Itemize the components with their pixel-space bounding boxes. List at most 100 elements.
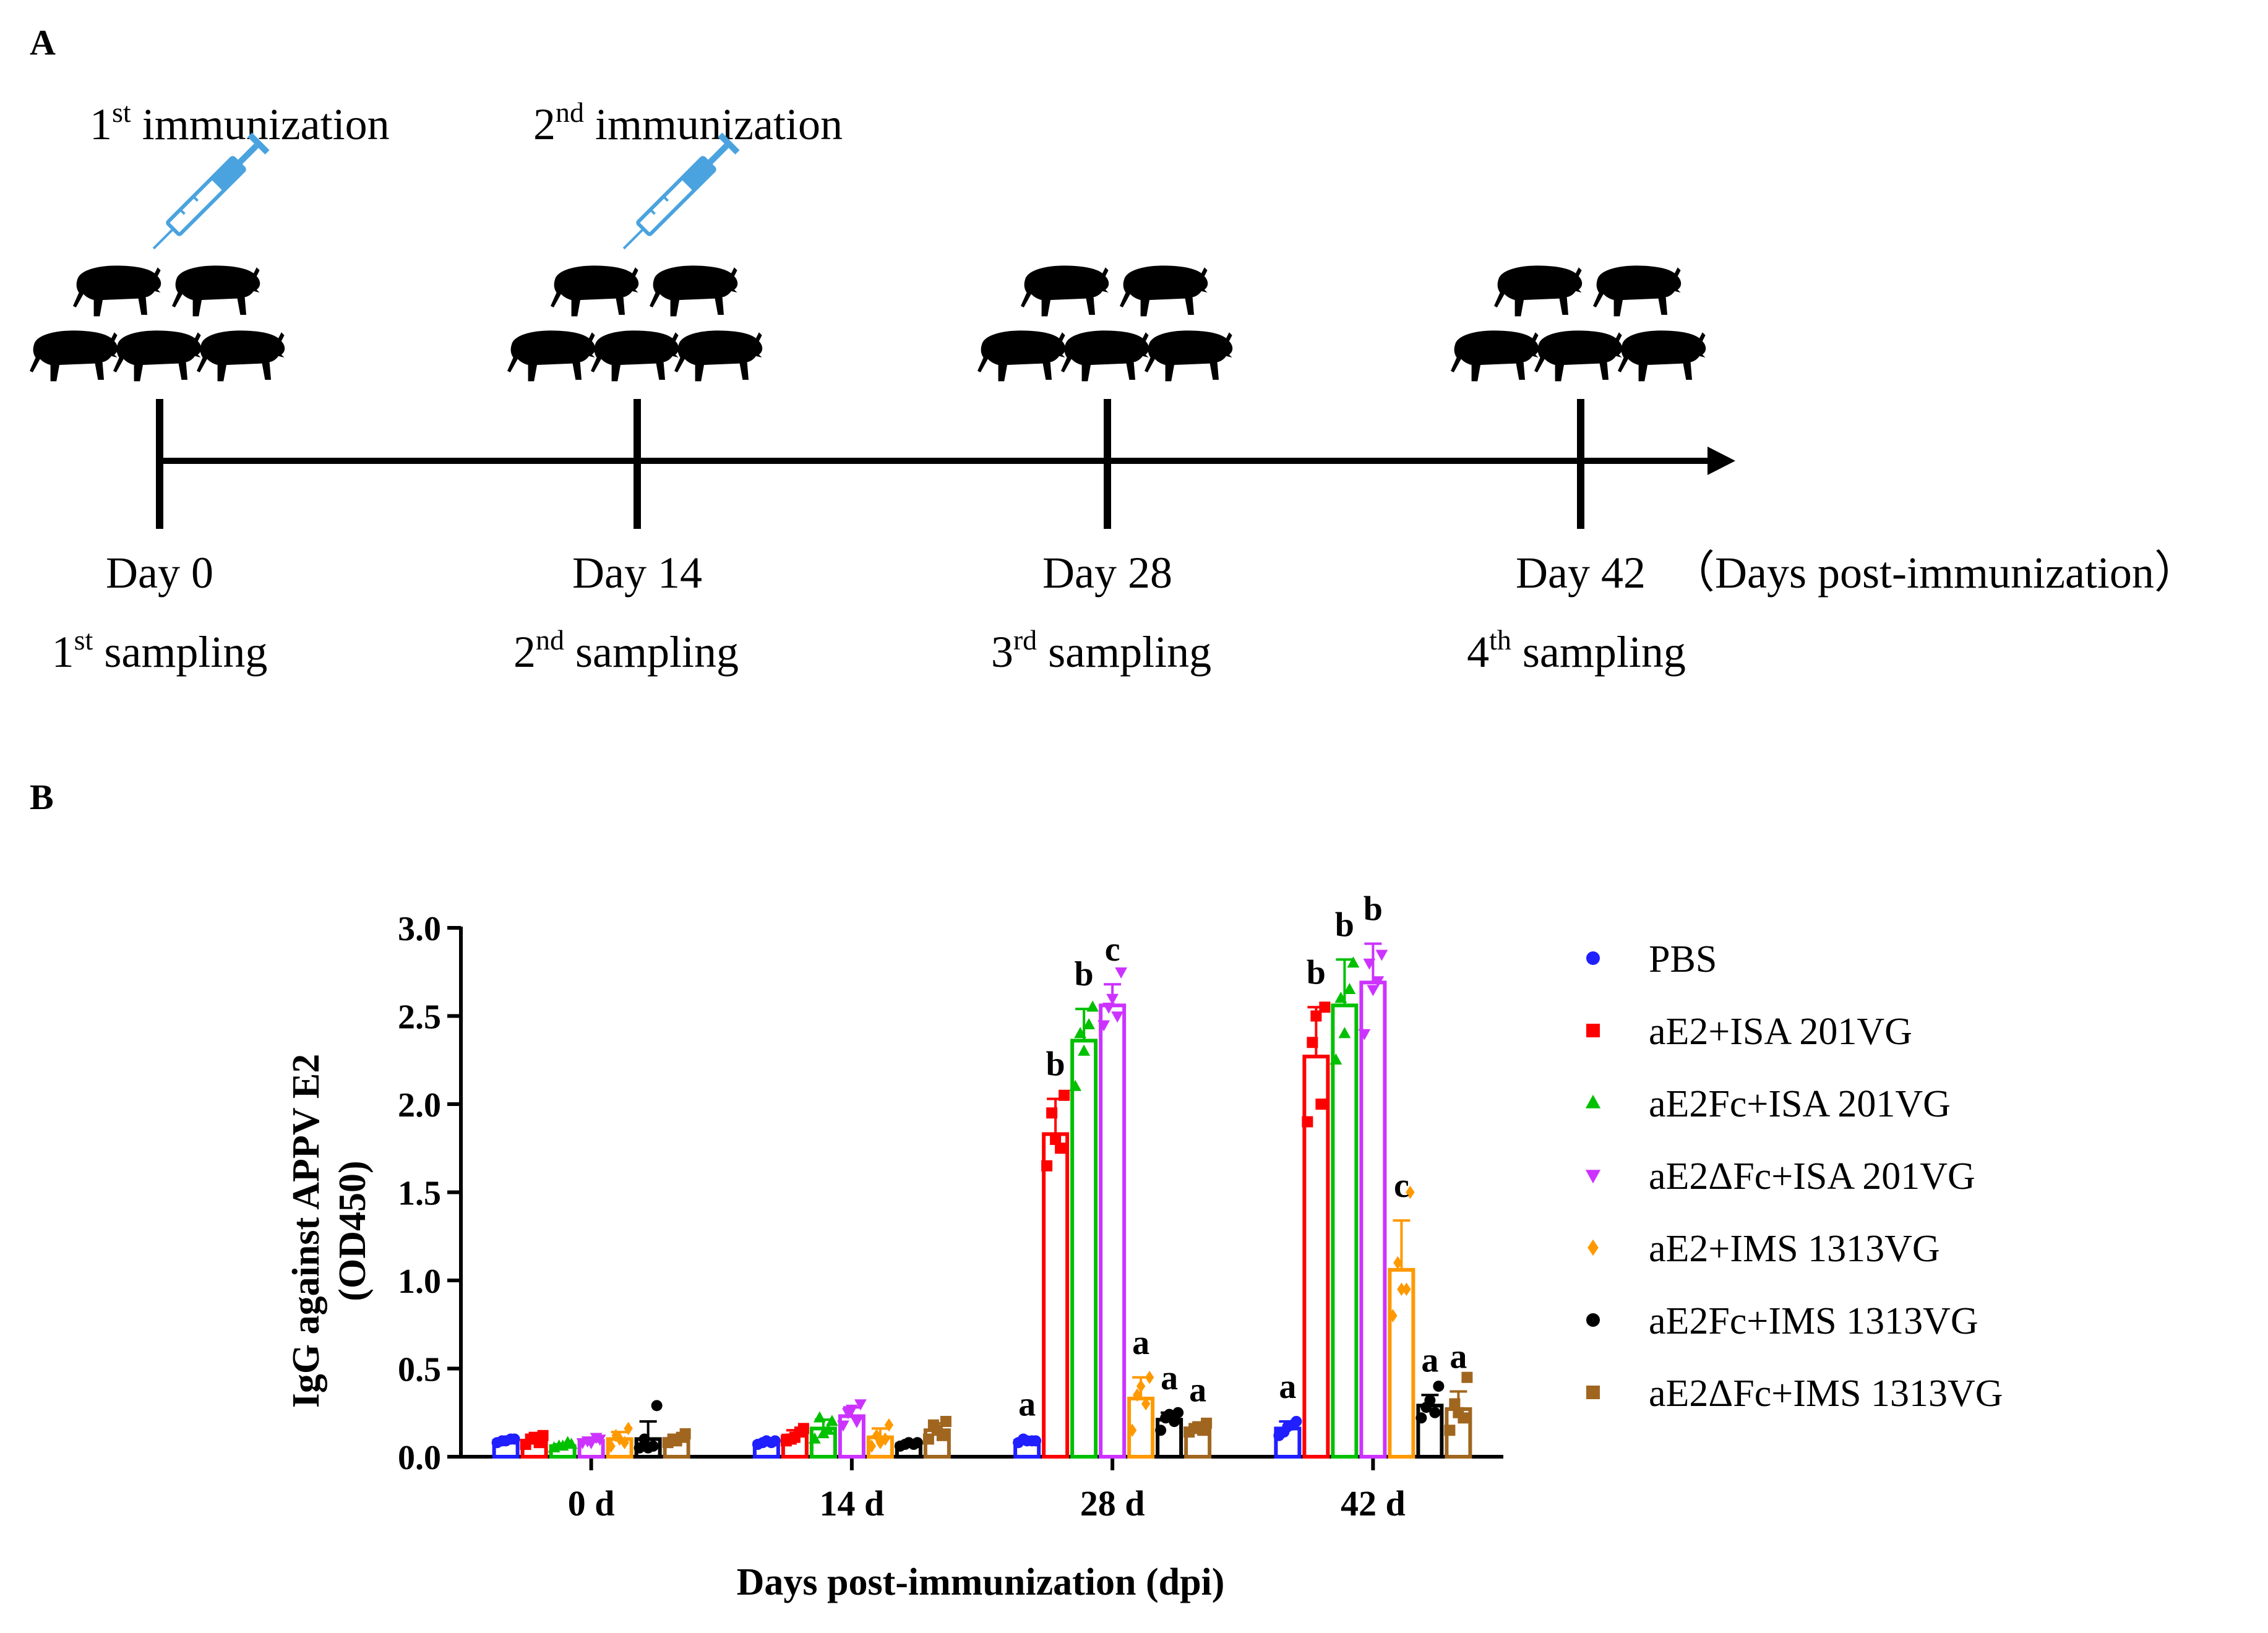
y-tick-label: 0.5 bbox=[398, 1351, 441, 1389]
y-tick-label: 1.0 bbox=[398, 1262, 441, 1301]
data-point bbox=[1055, 1142, 1067, 1154]
data-point bbox=[1461, 1371, 1473, 1383]
y-tick-label: 3.0 bbox=[398, 910, 441, 948]
data-point bbox=[642, 1442, 654, 1454]
significance-letter: b bbox=[1046, 1045, 1065, 1083]
data-point bbox=[1097, 1020, 1110, 1032]
data-point bbox=[1111, 1011, 1124, 1023]
data-point bbox=[845, 1404, 858, 1416]
panel-b: B IgG against APPV E2 (OD450) Days post-… bbox=[30, 777, 2003, 1603]
data-point bbox=[760, 1435, 772, 1447]
data-point bbox=[1375, 949, 1388, 961]
pig-icon bbox=[30, 330, 118, 382]
pig-icon bbox=[591, 330, 679, 382]
data-point bbox=[1059, 1089, 1070, 1101]
data-point bbox=[1078, 1044, 1091, 1056]
data-point bbox=[1102, 1003, 1115, 1014]
panel-a: A 1st immunization 2nd immunization Day … bbox=[30, 22, 2199, 677]
pig-icon bbox=[507, 330, 596, 382]
data-point bbox=[1358, 1029, 1371, 1040]
syringe-icon bbox=[145, 132, 270, 257]
immunization-word-1 bbox=[131, 100, 142, 149]
pig-icon bbox=[1593, 265, 1682, 317]
y-tick-label: 0.0 bbox=[398, 1439, 441, 1477]
significance-letter: b bbox=[1075, 955, 1094, 993]
legend-label: aE2Fc+IMS 1313VG bbox=[1649, 1300, 1978, 1342]
data-point bbox=[1444, 1425, 1456, 1436]
data-point bbox=[1136, 1379, 1146, 1393]
legend-marker bbox=[1586, 951, 1600, 965]
y-tick-label: 2.5 bbox=[398, 998, 441, 1037]
pig-icon bbox=[1021, 265, 1109, 317]
data-point bbox=[1397, 1282, 1406, 1297]
day-label: Day 14 bbox=[572, 548, 702, 598]
data-point bbox=[528, 1431, 540, 1443]
x-tick-label: 28 d bbox=[1080, 1483, 1145, 1524]
sampling-label: 3rd sampling bbox=[991, 624, 1211, 677]
bar bbox=[1099, 1003, 1127, 1459]
bar bbox=[1388, 1267, 1415, 1459]
data-point bbox=[813, 1411, 826, 1423]
data-point bbox=[1402, 1282, 1411, 1297]
data-point bbox=[836, 1420, 849, 1432]
data-point bbox=[1338, 1027, 1351, 1039]
data-point bbox=[1347, 956, 1360, 968]
data-point bbox=[611, 1429, 621, 1442]
sampling-label: 2nd sampling bbox=[513, 624, 739, 677]
data-point bbox=[1372, 976, 1385, 988]
data-point bbox=[1141, 1397, 1151, 1411]
data-point bbox=[624, 1421, 633, 1436]
significance-letter: a bbox=[1421, 1341, 1438, 1379]
panel-a-label: A bbox=[30, 22, 56, 62]
data-point bbox=[1334, 992, 1347, 1003]
significance-letter: a bbox=[1450, 1338, 1467, 1376]
data-point bbox=[1115, 967, 1128, 979]
data-point bbox=[1302, 1116, 1313, 1128]
legend-marker bbox=[1585, 1094, 1601, 1108]
pig-icon bbox=[1120, 265, 1208, 317]
data-point bbox=[1393, 1256, 1402, 1270]
data-point bbox=[1429, 1407, 1441, 1418]
data-point bbox=[1050, 1134, 1062, 1145]
data-point bbox=[1074, 1027, 1087, 1039]
data-point bbox=[634, 1442, 645, 1454]
legend-label: aE2Fc+ISA 201VG bbox=[1649, 1083, 1951, 1125]
legend-label: aE2+IMS 1313VG bbox=[1649, 1228, 1940, 1270]
pig-icon bbox=[73, 265, 161, 317]
data-point bbox=[1145, 1370, 1154, 1384]
data-point bbox=[1343, 982, 1356, 994]
x-tick-label: 14 d bbox=[819, 1483, 884, 1524]
x-tick-label: 42 d bbox=[1341, 1483, 1406, 1524]
data-point bbox=[1155, 1425, 1167, 1436]
bar bbox=[1359, 980, 1387, 1459]
legend-label: aE2ΔFc+ISA 201VG bbox=[1649, 1155, 1975, 1198]
pig-icon bbox=[977, 330, 1066, 382]
data-point bbox=[671, 1435, 682, 1447]
significance-letter: c bbox=[1394, 1167, 1409, 1205]
data-point bbox=[1367, 985, 1380, 997]
y-tick-label: 2.0 bbox=[398, 1086, 441, 1125]
data-point bbox=[867, 1439, 877, 1453]
pig-icon bbox=[1061, 330, 1149, 382]
significance-letter: b bbox=[1307, 953, 1326, 992]
y-tick-label: 1.5 bbox=[398, 1175, 441, 1213]
day-label: Day 28 bbox=[1042, 548, 1172, 598]
data-point bbox=[884, 1418, 894, 1432]
data-point bbox=[585, 1438, 598, 1449]
pig-icon bbox=[113, 330, 202, 382]
pig-icon bbox=[551, 265, 639, 317]
day-label: Day 42 bbox=[1516, 548, 1646, 598]
bar bbox=[1331, 1003, 1359, 1459]
data-point bbox=[1310, 1010, 1322, 1022]
data-point bbox=[556, 1439, 569, 1451]
data-point bbox=[606, 1439, 616, 1453]
data-point bbox=[825, 1415, 838, 1426]
data-point bbox=[1433, 1381, 1445, 1392]
data-point bbox=[1282, 1421, 1294, 1433]
x-tick-label: 0 d bbox=[568, 1483, 615, 1524]
immunization-label-2: 2nd immunization bbox=[533, 96, 843, 149]
bar bbox=[1070, 1039, 1098, 1459]
data-point bbox=[903, 1437, 914, 1449]
significance-letter: b bbox=[1335, 906, 1354, 944]
pig-icon bbox=[1145, 330, 1233, 382]
